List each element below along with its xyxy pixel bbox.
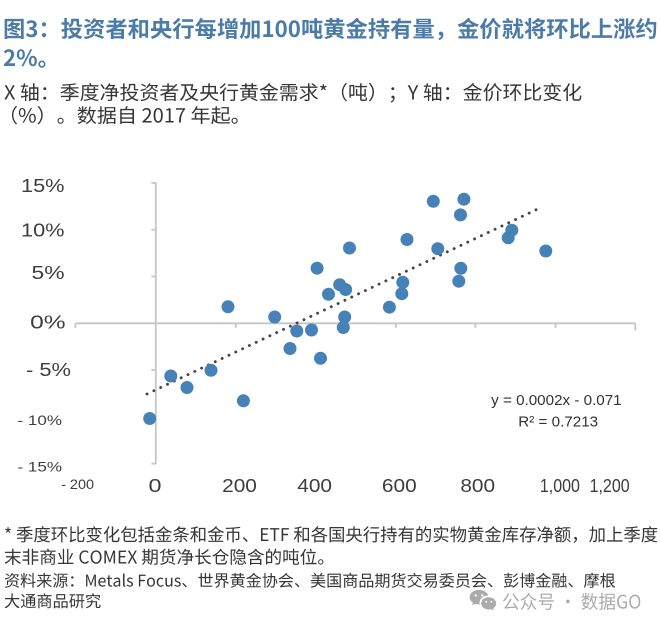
svg-text:800: 800 (460, 475, 495, 496)
svg-text:y = 0.0002x - 0.071: y = 0.0002x - 0.071 (491, 392, 621, 409)
svg-text:R² = 0.7213: R² = 0.7213 (518, 414, 598, 431)
svg-text:10%: 10% (21, 220, 65, 241)
svg-text:- 10%: - 10% (18, 413, 63, 428)
svg-text:1,200: 1,200 (590, 475, 630, 496)
svg-text:- 15%: - 15% (18, 460, 63, 475)
svg-text:600: 600 (382, 475, 417, 496)
svg-text:- 5%: - 5% (26, 359, 71, 380)
svg-text:15%: 15% (21, 175, 65, 196)
svg-text:0: 0 (149, 475, 162, 496)
svg-text:5%: 5% (32, 262, 65, 283)
svg-text:- 200: - 200 (61, 477, 94, 492)
svg-text:1,000: 1,000 (540, 475, 580, 496)
svg-text:0%: 0% (30, 312, 65, 333)
svg-text:200: 200 (222, 475, 257, 496)
svg-text:400: 400 (297, 475, 332, 496)
